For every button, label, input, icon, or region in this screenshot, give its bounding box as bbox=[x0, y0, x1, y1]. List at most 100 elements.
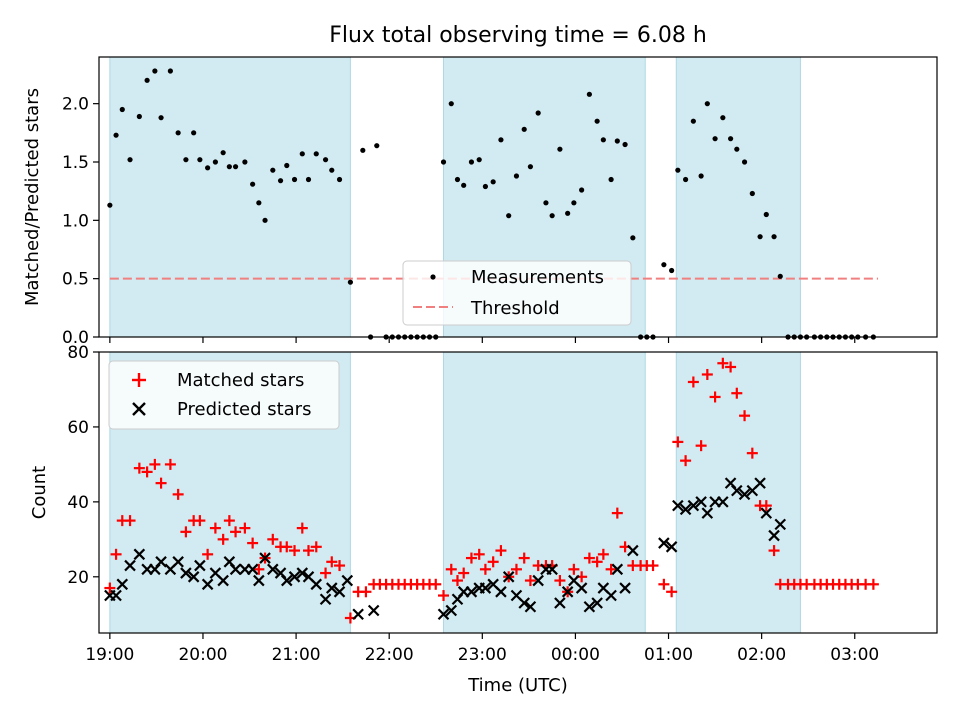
marker-stroke bbox=[738, 488, 751, 501]
matched-star-point bbox=[230, 526, 242, 538]
y-tick-label: 20 bbox=[67, 568, 89, 588]
measurement-point bbox=[661, 262, 667, 268]
matched-star-point bbox=[164, 458, 176, 470]
measurement-point bbox=[212, 159, 218, 165]
predicted-star-point bbox=[502, 571, 515, 583]
x-axis-label: Time (UTC) bbox=[467, 675, 568, 696]
predicted-star-point bbox=[253, 574, 265, 587]
predicted-star-point bbox=[110, 589, 122, 602]
predicted-star-point bbox=[479, 582, 492, 594]
marker-stroke bbox=[352, 608, 364, 621]
y-tick-label: 2.0 bbox=[62, 95, 89, 115]
matched-star-point bbox=[430, 578, 442, 590]
measurement-point bbox=[712, 136, 718, 142]
matched-star-point bbox=[658, 578, 670, 590]
marker-stroke bbox=[180, 567, 192, 579]
measurement-point bbox=[622, 141, 628, 148]
measurement-point bbox=[476, 157, 482, 163]
measurement-point bbox=[158, 115, 164, 121]
measurement-point bbox=[771, 234, 777, 240]
x-tick-label: 03:00 bbox=[830, 645, 879, 665]
predicted-star-point bbox=[133, 548, 146, 561]
marker-stroke bbox=[296, 567, 309, 579]
predicted-star-point bbox=[437, 608, 450, 621]
predicted-star-point bbox=[296, 567, 309, 579]
measurement-point bbox=[777, 273, 783, 279]
marker-stroke bbox=[333, 586, 346, 598]
predicted-star-point bbox=[672, 499, 684, 512]
matched-star-point bbox=[267, 533, 279, 545]
x-tick-label: 21:00 bbox=[272, 645, 321, 665]
matched-star-point bbox=[223, 515, 235, 527]
matched-star-point bbox=[524, 575, 536, 587]
measurement-point bbox=[183, 157, 189, 163]
measurement-point bbox=[329, 167, 335, 173]
measurement-point bbox=[232, 164, 239, 170]
predicted-star-point bbox=[575, 582, 588, 594]
predicted-star-point bbox=[591, 597, 603, 609]
matched-star-point bbox=[680, 455, 692, 467]
marker-stroke bbox=[605, 589, 617, 602]
predicted-star-point bbox=[701, 507, 714, 519]
marker-stroke bbox=[209, 567, 222, 579]
predicted-star-point bbox=[465, 586, 478, 598]
measurement-point bbox=[669, 267, 675, 274]
marker-stroke bbox=[619, 582, 631, 594]
predicted-star-point bbox=[201, 578, 214, 591]
measurement-point bbox=[360, 147, 366, 153]
marker-stroke bbox=[172, 556, 184, 568]
measurement-point bbox=[586, 91, 592, 97]
measurement-point bbox=[675, 167, 681, 173]
x-tick-label: 02:00 bbox=[737, 645, 786, 665]
marker-stroke bbox=[532, 574, 544, 587]
marker-stroke bbox=[724, 477, 737, 489]
measurement-point bbox=[440, 159, 447, 165]
marker-stroke bbox=[754, 477, 766, 489]
measurement-point bbox=[600, 137, 606, 143]
marker-stroke bbox=[575, 582, 588, 594]
marker-stroke bbox=[253, 574, 265, 587]
marker-stroke bbox=[310, 578, 323, 591]
marker-stroke bbox=[695, 496, 707, 508]
matched-star-point bbox=[172, 488, 184, 500]
marker-stroke bbox=[768, 529, 780, 542]
matched-star-point bbox=[155, 477, 167, 489]
top-y-axis-label: Matched/Predicted stars bbox=[22, 88, 43, 306]
predicted-star-point bbox=[155, 556, 167, 568]
matched-star-point bbox=[717, 357, 729, 369]
observing-window-band bbox=[109, 56, 351, 338]
measurement-point bbox=[557, 146, 563, 152]
marker-stroke bbox=[116, 578, 129, 591]
matched-star-point bbox=[303, 545, 314, 557]
matched-star-point bbox=[202, 548, 214, 560]
predicted-star-point bbox=[124, 559, 136, 572]
predicted-star-point bbox=[187, 571, 200, 583]
marker-stroke bbox=[194, 559, 206, 572]
measurement-point bbox=[284, 162, 290, 169]
matched-star-point bbox=[320, 567, 332, 579]
matched-star-point bbox=[239, 522, 251, 534]
marker-stroke bbox=[246, 563, 259, 576]
measurement-point bbox=[757, 234, 763, 240]
y-tick-label: 0.5 bbox=[62, 270, 89, 290]
predicted-star-point bbox=[310, 578, 323, 591]
matched-star-point bbox=[217, 533, 229, 545]
measurement-point bbox=[242, 159, 248, 165]
marker-stroke bbox=[518, 597, 530, 609]
measurement-point bbox=[144, 77, 150, 83]
measurement-point bbox=[322, 157, 329, 163]
marker-stroke bbox=[280, 574, 293, 587]
legend-matched-label: Matched stars bbox=[177, 370, 304, 391]
x-tick-label: 19:00 bbox=[85, 645, 134, 665]
marker-stroke bbox=[325, 582, 338, 594]
predicted-star-point bbox=[319, 593, 332, 606]
predicted-star-point bbox=[717, 496, 729, 508]
y-tick-label: 80 bbox=[67, 343, 89, 363]
matched-star-point bbox=[451, 575, 463, 587]
measurement-point bbox=[482, 183, 489, 190]
marker-stroke bbox=[554, 597, 566, 609]
measurement-point bbox=[490, 179, 496, 185]
y-tick-label: 40 bbox=[67, 493, 89, 513]
predicted-star-point bbox=[325, 582, 338, 594]
